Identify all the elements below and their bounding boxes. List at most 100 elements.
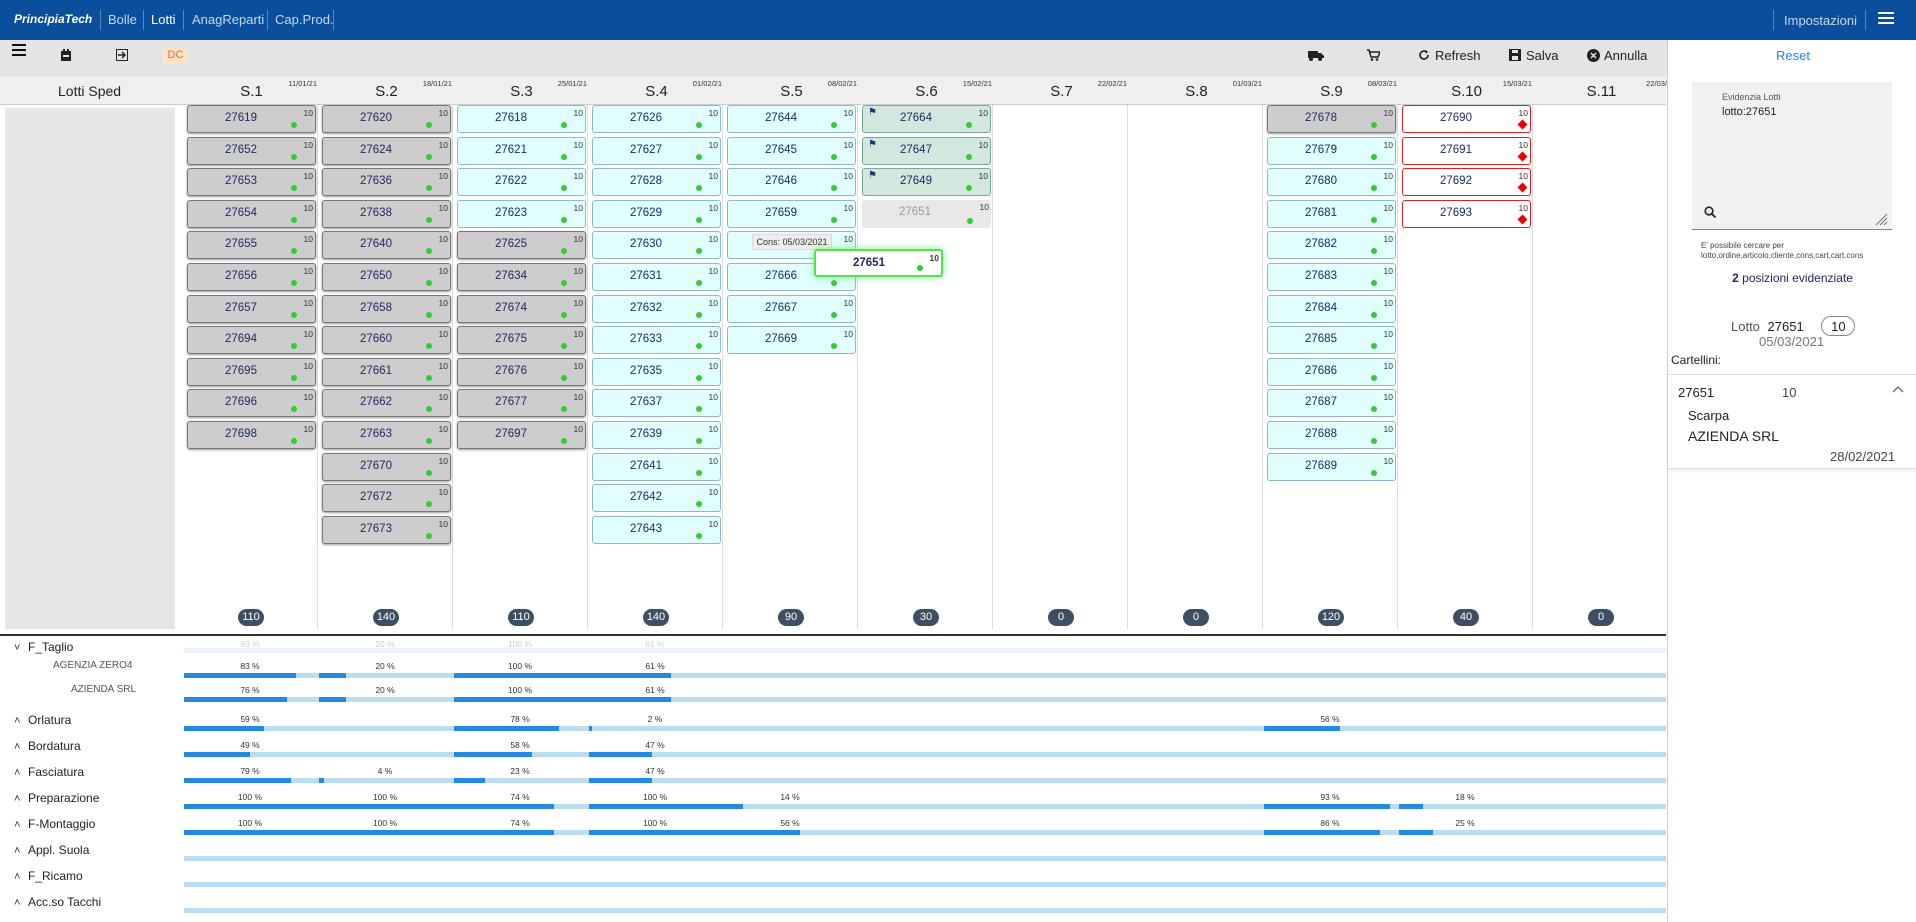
lot-card[interactable]: 27658 10 [322,294,451,323]
save-icon[interactable] [1509,49,1521,61]
refresh-icon[interactable] [1418,49,1430,61]
calendar-icon[interactable] [60,49,72,61]
export-icon[interactable] [116,49,128,61]
search-icon[interactable] [1704,206,1716,218]
lot-card[interactable]: 27635 10 [592,357,721,386]
department-row-label[interactable]: ˄ F-Montaggio [14,817,95,831]
lot-card[interactable]: 27621 10 [457,136,586,165]
lot-card[interactable]: 27687 10 [1267,389,1396,418]
lot-card[interactable]: 27681 10 [1267,199,1396,228]
lot-card[interactable]: 27643 10 [592,515,721,544]
caret-icon[interactable]: ˄ [14,793,21,805]
save-button[interactable]: Salva [1526,48,1559,63]
lot-card[interactable]: 27629 10 [592,199,721,228]
lot-card[interactable]: 27646 10 [727,168,856,197]
caret-icon[interactable]: ˄ [14,897,21,909]
lot-card[interactable]: 27693 10 [1402,199,1531,228]
nav-bolle[interactable]: Bolle [108,12,137,27]
lot-card[interactable]: 27655 10 [187,231,316,260]
lot-card[interactable]: 27698 10 [187,421,316,449]
lot-card[interactable]: 27631 10 [592,263,721,291]
lot-card[interactable]: 27636 10 [322,168,451,197]
department-row-label[interactable]: ˄ Preparazione [14,791,99,805]
lot-card[interactable]: 27679 10 [1267,136,1396,165]
pin-icon[interactable]: ⚑ [868,107,877,118]
lot-card[interactable]: 27675 10 [457,326,586,355]
caret-icon[interactable]: ˄ [14,819,21,831]
caret-icon[interactable]: ˄ [14,845,21,857]
nav-lotti[interactable]: Lotti [151,12,176,27]
lot-card[interactable]: 27691 10 [1402,136,1531,165]
refresh-button[interactable]: Refresh [1435,48,1481,63]
lot-card[interactable]: 27633 10 [592,326,721,355]
lot-card[interactable]: 27667 10 [727,294,856,323]
lot-card[interactable]: 27626 10 [592,105,721,133]
lot-card[interactable]: 27659 10 [727,199,856,228]
lot-card[interactable]: 27623 10 [457,199,586,228]
lot-card[interactable]: 27682 10 [1267,231,1396,260]
lot-card[interactable]: 27624 10 [322,136,451,165]
lot-card[interactable]: 27627 10 [592,136,721,165]
nav-anagreparti[interactable]: AnagReparti [192,12,265,27]
lot-card[interactable]: 27684 10 [1267,294,1396,323]
lot-card[interactable]: 27697 10 [457,421,586,449]
lot-card[interactable]: 27653 10 [187,168,316,197]
lot-card[interactable]: ⚑ 27664 10 [862,105,991,133]
pin-icon[interactable]: ⚑ [868,170,877,182]
lot-card[interactable]: 27672 10 [322,484,451,513]
lot-card[interactable]: 27688 10 [1267,421,1396,449]
lot-card[interactable]: 27683 10 [1267,263,1396,291]
lot-card[interactable]: 27640 10 [322,231,451,260]
caret-icon[interactable]: ˄ [14,741,21,753]
lot-card[interactable]: 27660 10 [322,326,451,355]
lot-card[interactable]: 27676 10 [457,357,586,386]
lot-card[interactable]: 27689 10 [1267,452,1396,481]
lot-card[interactable]: 27678 10 [1267,105,1396,133]
hamburger-menu-icon[interactable] [1878,11,1894,25]
lot-card[interactable]: 27677 10 [457,389,586,418]
cart-icon[interactable] [1367,49,1380,61]
lot-card[interactable]: 27637 10 [592,389,721,418]
department-row-label[interactable]: ˄ Bordatura [14,739,81,753]
lot-card[interactable]: 27692 10 [1402,168,1531,197]
department-row-label[interactable]: ˄ Acc.so Tacchi [14,895,101,909]
lot-card[interactable]: 27620 10 [322,105,451,133]
lot-card[interactable]: 27669 10 [727,326,856,355]
lot-card[interactable]: ⚑ 27647 10 [862,136,991,165]
lotti-sped-column[interactable] [5,108,175,629]
cartellino-card[interactable]: 27651 10 Scarpa AZIENDA SRL 28/02/2021 [1668,374,1916,469]
department-row-label[interactable]: ˄ F_Ricamo [14,869,83,883]
department-row-label[interactable]: ˄ Appl. Suola [14,843,89,857]
chevron-up-icon[interactable] [1892,385,1904,393]
lot-card[interactable]: 27694 10 [187,326,316,355]
dc-badge[interactable]: DC [163,47,188,64]
cancel-button[interactable]: Annulla [1604,48,1648,63]
pin-icon[interactable]: ⚑ [868,138,877,150]
lot-card[interactable]: 27650 10 [322,263,451,291]
lot-card[interactable]: 27630 10 [592,231,721,260]
lot-card[interactable]: 27644 10 [727,105,856,133]
lot-card[interactable]: ⚑ 27649 10 [862,168,991,197]
search-box[interactable]: Evidenzia Lotti lotto:27651 [1692,82,1892,230]
caret-icon[interactable]: ˅ [14,642,21,654]
department-row-label[interactable]: ˄ Fasciatura [14,765,84,779]
lot-card[interactable]: 27634 10 [457,263,586,291]
lot-card[interactable]: 27641 10 [592,452,721,481]
lot-card[interactable]: 27686 10 [1267,357,1396,386]
caret-icon[interactable]: ˄ [14,871,21,883]
list-menu-icon[interactable] [12,44,26,56]
lot-card[interactable]: 27652 10 [187,136,316,165]
lot-card[interactable]: 27638 10 [322,199,451,228]
lot-card[interactable]: 27639 10 [592,421,721,449]
lot-card[interactable]: 27619 10 [187,105,316,133]
lot-card[interactable]: 27625 10 [457,231,586,260]
cancel-icon[interactable] [1587,49,1600,62]
department-row-label[interactable]: ˅ F_Taglio [14,640,73,654]
nav-cap-prod[interactable]: Cap.Prod. [275,12,334,27]
department-row-label[interactable]: ˄ Orlatura [14,713,71,727]
lot-card[interactable]: 27632 10 [592,294,721,323]
search-input[interactable]: lotto:27651 [1722,106,1777,118]
caret-icon[interactable]: ˄ [14,715,21,727]
lot-card[interactable]: 27680 10 [1267,168,1396,197]
lot-card[interactable]: 27657 10 [187,294,316,323]
